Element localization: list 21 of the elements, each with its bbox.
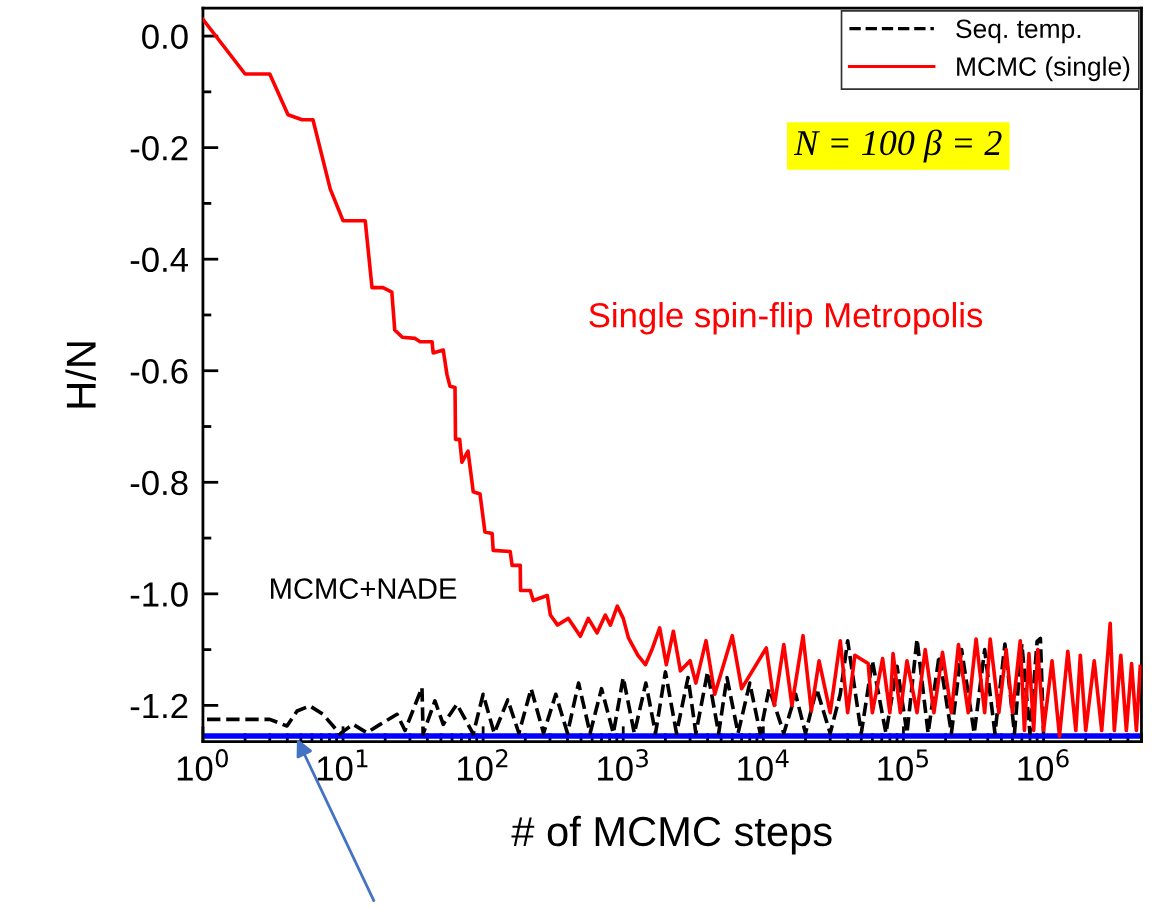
x-tick-label: 10$^{4}$ [738,749,789,781]
y-tick-label: -0.6 [130,359,188,384]
y-tick-label: -1.2 [130,693,188,718]
y-tick-label: 0.0 [142,24,188,49]
legend-label: MCMC (single) [957,56,1130,82]
x-tick-label: 10$^{6}$ [1018,749,1069,781]
annotation: Single spin-flip Metropolis [589,302,983,335]
x-tick-label: 10$^{0}$ [177,749,228,781]
legend-label: Seq. temp. [956,19,1081,44]
annotation: MCMC+NADE [271,578,457,599]
y-tick-label: -0.4 [130,247,189,273]
y-axis-title: H/N [65,342,96,408]
x-tick-label: 10$^{5}$ [878,749,928,781]
x-tick-label: 10$^{2}$ [458,749,508,781]
x-axis-title: # of MCMC steps [511,815,832,855]
annotation: N = 100 β = 2 [793,129,1002,163]
y-tick-label: -0.8 [130,470,188,496]
x-tick-label: 10$^{1}$ [317,749,368,781]
x-tick-label: 10$^{3}$ [598,749,648,781]
y-tick-label: -1.0 [130,582,188,607]
y-tick-label: -0.2 [130,135,188,161]
